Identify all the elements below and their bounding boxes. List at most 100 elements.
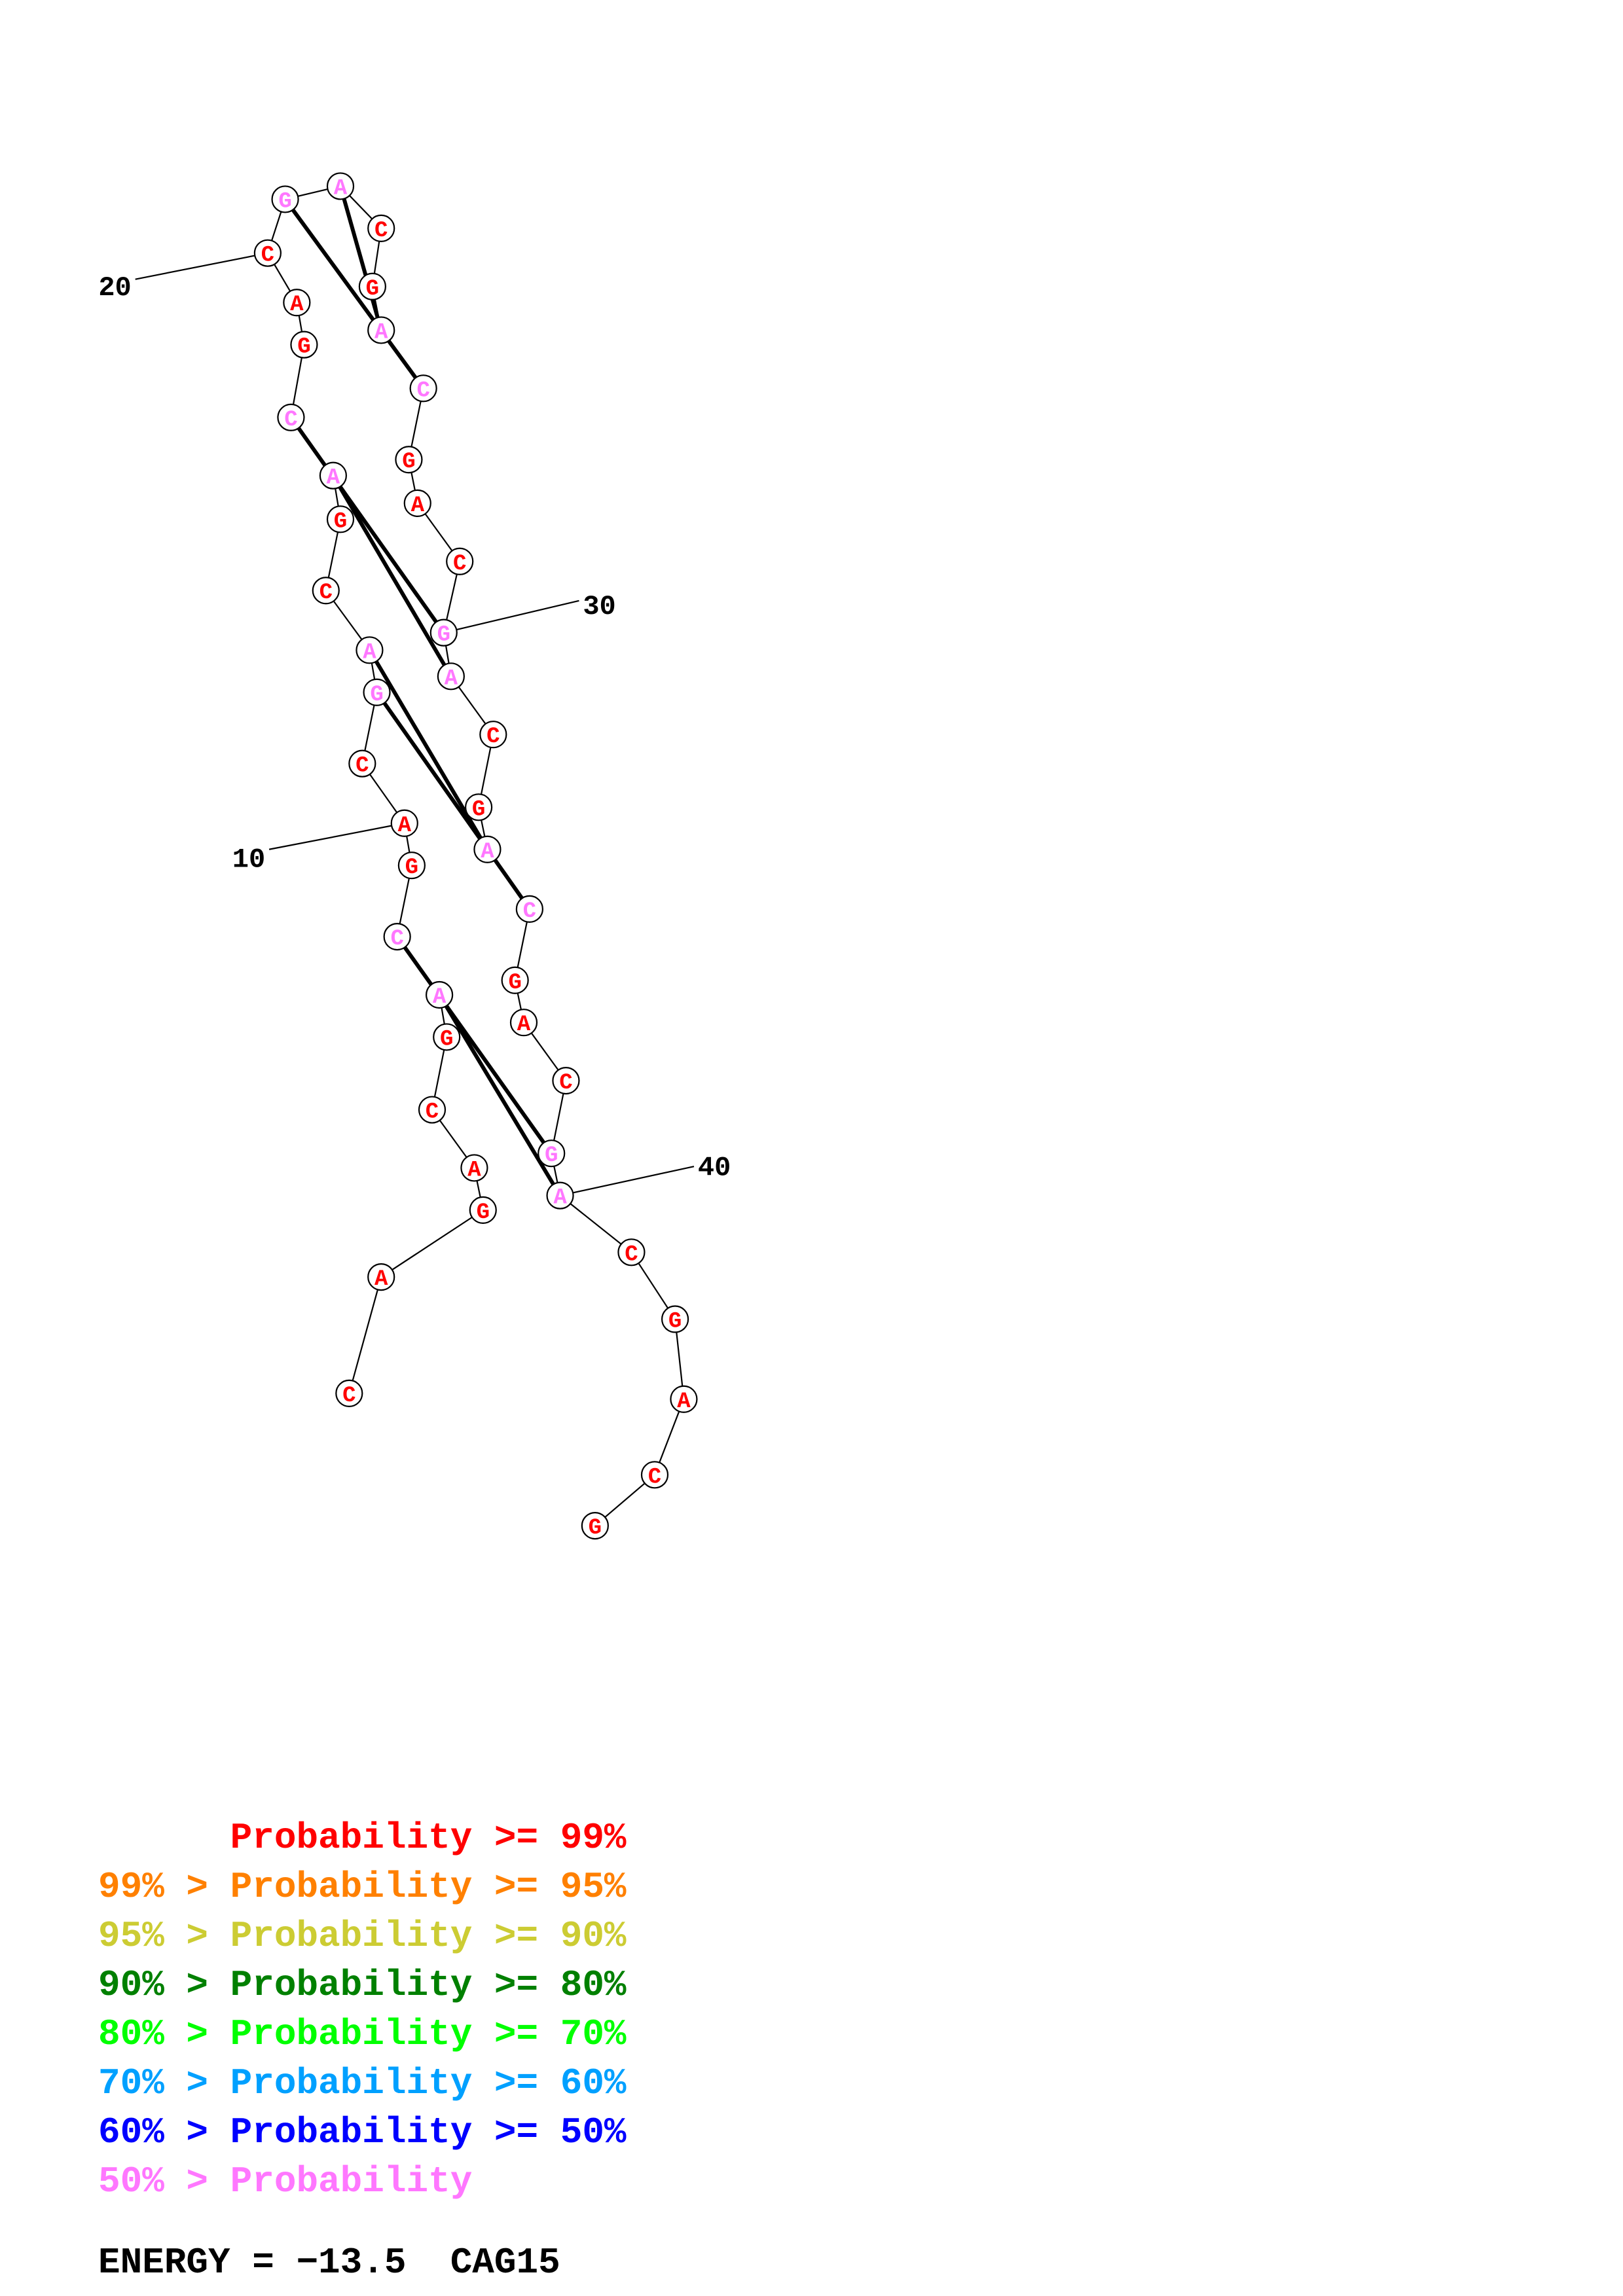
nucleotide-letter: C	[453, 552, 466, 577]
nucleotide-circle	[418, 1096, 447, 1124]
nucleotide-circle	[465, 793, 493, 821]
nucleotide-circle	[479, 721, 507, 749]
nucleotide-circle	[358, 272, 386, 300]
legend-row-8: 50% > Probability	[98, 2161, 473, 2202]
nucleotide-circle	[312, 577, 340, 605]
nucleotide-letter: A	[467, 1158, 481, 1183]
nucleotide-letter: C	[261, 243, 274, 268]
nucleotide-letter: A	[411, 493, 425, 518]
nucleotide-letter: G	[366, 277, 379, 302]
nucleotide: G	[501, 966, 529, 996]
nucleotide-circle	[363, 678, 391, 706]
nucleotide: A	[509, 1009, 538, 1037]
nucleotide: C	[367, 214, 395, 243]
nucleotide: A	[319, 461, 347, 491]
nucleotide-circle	[348, 749, 376, 778]
nucleotide-circle	[509, 1009, 538, 1037]
nucleotide-circle	[383, 922, 411, 951]
nucleotide-letter: A	[374, 320, 388, 345]
nucleotide-circle	[271, 185, 299, 213]
nucleotide-letter: C	[374, 219, 388, 243]
nucleotide-letter: A	[327, 466, 340, 491]
nucleotide-circle	[403, 489, 431, 517]
base-pair-bond	[437, 994, 562, 1197]
nucleotide: C	[479, 721, 507, 749]
nucleotide-circle	[552, 1066, 580, 1095]
nucleotide-circle	[409, 374, 437, 403]
nucleotide-letter: A	[481, 840, 494, 865]
nucleotide: C	[446, 547, 474, 577]
nucleotide-letter: G	[334, 509, 347, 534]
nucleotide: A	[403, 489, 431, 518]
position-ticks: 10 20 30 40	[98, 252, 731, 1196]
nucleotide-circle	[395, 446, 423, 474]
nucleotide: C	[335, 1379, 363, 1408]
nucleotide-letter: A	[290, 293, 304, 317]
nucleotide: G	[363, 678, 391, 708]
position-tick-line	[268, 822, 405, 850]
nucleotide-letter: A	[517, 1013, 531, 1037]
nucleotide-circle	[617, 1238, 646, 1266]
nucleotide: A	[426, 980, 454, 1010]
nucleotide: A	[473, 835, 501, 865]
nucleotide-circle	[290, 331, 318, 359]
nucleotide-circle	[367, 1263, 395, 1291]
nucleotide: C	[253, 239, 282, 268]
nucleotide-letter: A	[553, 1186, 567, 1211]
nucleotide-circle	[253, 239, 282, 267]
base-pair-bond	[331, 475, 453, 677]
position-label: 40	[698, 1153, 731, 1184]
nucleotide: A	[390, 809, 418, 838]
nucleotide-letter: G	[405, 855, 418, 880]
nucleotide-circle	[661, 1305, 689, 1333]
nucleotide: C	[409, 374, 437, 403]
nucleotide-circle	[515, 895, 543, 923]
nucleotide-letter: C	[342, 1384, 356, 1408]
nucleotide-circle	[670, 1385, 698, 1413]
nucleotide-circle	[326, 172, 355, 200]
nucleotide: A	[367, 1263, 395, 1292]
legend-row-2: 99% > Probability >= 95%	[98, 1866, 627, 1908]
nucleotide-circle	[433, 1023, 461, 1051]
nucleotide: C	[515, 895, 543, 924]
position-label: 20	[98, 272, 131, 304]
nucleotide-letter: A	[334, 176, 348, 201]
base-pair-bond	[338, 185, 384, 331]
nucleotide: C	[617, 1238, 646, 1267]
base-pair-bond	[289, 416, 446, 634]
nucleotide: A	[326, 172, 355, 201]
nucleotide-letter: G	[370, 683, 383, 708]
nucleotide-circle	[640, 1461, 669, 1489]
nucleotide-circle	[473, 835, 501, 863]
nucleotide-letter: G	[437, 623, 450, 648]
nucleotide-letter: G	[472, 797, 485, 822]
backbone-segment	[380, 1209, 484, 1278]
legend-row-5: 80% > Probability >= 70%	[98, 2013, 627, 2055]
nucleotide-circle	[397, 852, 426, 880]
nucleotide: C	[640, 1461, 669, 1490]
nucleotide-circle	[283, 289, 311, 317]
nucleotide-letter: C	[559, 1071, 572, 1096]
nucleotide-circle	[538, 1139, 566, 1168]
position-label: 10	[232, 844, 265, 875]
nucleotide: A	[670, 1385, 698, 1414]
nucleotide: G	[429, 619, 458, 648]
position-label: 30	[583, 591, 615, 622]
nucleotide: C	[277, 403, 305, 433]
nucleotide: G	[465, 793, 493, 822]
nucleotide-letter: A	[363, 640, 376, 665]
nucleotide-circle	[446, 547, 474, 575]
nucleotide-letter: A	[398, 814, 412, 838]
nucleotide-letter: G	[545, 1143, 558, 1168]
nucleotide-circle	[326, 505, 355, 533]
position-tick-line	[135, 252, 268, 280]
nucleotide: G	[469, 1196, 497, 1225]
nucleotide-circle	[429, 619, 458, 647]
legend-row-3: 95% > Probability >= 90%	[98, 1915, 627, 1957]
nucleotides: CAGACGACGACGACGACGACGACGACGACGACGACGACGA…	[253, 172, 698, 1541]
nucleotide-letter: C	[356, 754, 369, 779]
legend-row-4: 90% > Probability >= 80%	[98, 1964, 627, 2006]
nucleotide: A	[460, 1154, 488, 1183]
nucleotide: G	[326, 505, 355, 534]
